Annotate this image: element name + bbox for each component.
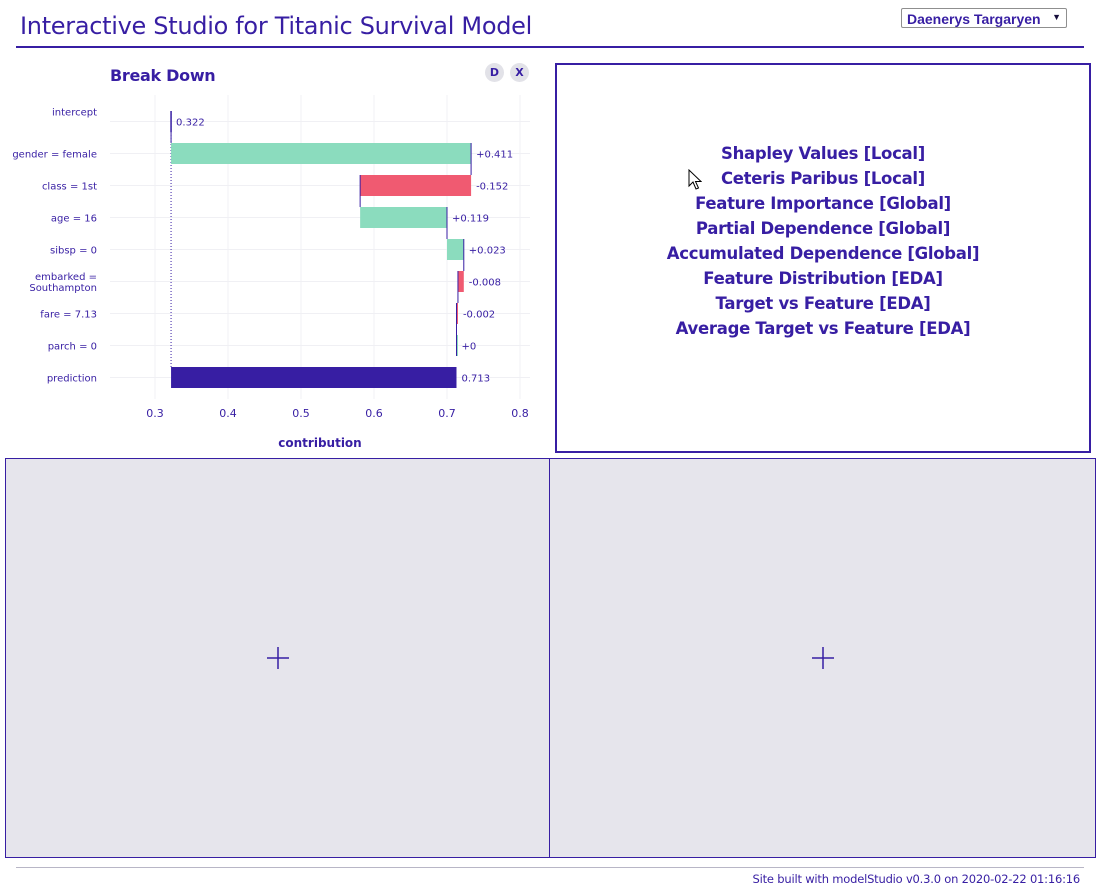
dropdown-arrow-icon: ▼ bbox=[1052, 12, 1061, 22]
data-label: -0.002 bbox=[463, 310, 495, 321]
data-label: 0.713 bbox=[461, 374, 490, 385]
data-label: +0.119 bbox=[452, 214, 489, 225]
plus-icon[interactable] bbox=[811, 647, 834, 669]
y-tick-label: gender = female bbox=[12, 150, 97, 161]
y-tick-label: sibsp = 0 bbox=[50, 246, 97, 257]
page-title: Interactive Studio for Titanic Survival … bbox=[20, 12, 532, 40]
x-tick-label: 0.5 bbox=[292, 407, 310, 420]
observation-select[interactable]: Daenerys Targaryen ▼ bbox=[901, 8, 1067, 28]
x-tick-label: 0.7 bbox=[438, 407, 456, 420]
x-tick-label: 0.3 bbox=[146, 407, 164, 420]
chart-bar bbox=[360, 207, 447, 228]
plot-menu-panel: Shapley Values [Local] Ceteris Paribus [L… bbox=[555, 63, 1091, 453]
x-tick-label: 0.6 bbox=[365, 407, 383, 420]
chart-bar bbox=[456, 303, 458, 324]
footer-text: Site built with modelStudio v0.3.0 on 20… bbox=[752, 872, 1081, 886]
y-tick-label: class = 1st bbox=[42, 182, 97, 193]
menu-item[interactable]: Partial Dependence [Global] bbox=[695, 219, 951, 238]
menu-item[interactable]: Ceteris Paribus [Local] bbox=[720, 169, 926, 188]
data-label: +0.023 bbox=[469, 246, 506, 257]
chart-bar bbox=[171, 367, 457, 388]
data-label: -0.008 bbox=[469, 278, 501, 289]
y-tick-label: prediction bbox=[47, 374, 97, 385]
chart-bar bbox=[360, 175, 472, 196]
y-tick-label: intercept bbox=[52, 108, 97, 119]
y-tick-label: age = 16 bbox=[51, 214, 97, 225]
footer-divider bbox=[16, 867, 1084, 868]
description-button[interactable]: D bbox=[485, 63, 504, 82]
y-tick-label: embarked = Southampton bbox=[29, 272, 97, 294]
break-down-chart: 0.3 0.4 0.5 0.6 0.7 0.8 0.322 intercept +0.411 ge… bbox=[12, 95, 530, 420]
menu-item[interactable]: Average Target vs Feature [EDA] bbox=[675, 319, 971, 338]
data-label: 0.322 bbox=[176, 118, 205, 129]
chart-bar bbox=[447, 239, 464, 260]
empty-panel-right[interactable] bbox=[549, 458, 1096, 858]
menu-item[interactable]: Target vs Feature [EDA] bbox=[715, 294, 931, 313]
data-label: +0 bbox=[461, 342, 476, 353]
empty-panel-left[interactable] bbox=[5, 458, 550, 858]
plot-menu-list: Shapley Values [Local] Ceteris Paribus [L… bbox=[557, 141, 1089, 341]
chart-bar bbox=[457, 271, 464, 292]
close-plot-button[interactable]: X bbox=[510, 63, 529, 82]
break-down-title: Break Down bbox=[110, 66, 216, 85]
menu-item[interactable]: Feature Importance [Global] bbox=[695, 194, 951, 213]
chart-bar bbox=[456, 335, 458, 356]
data-label: -0.152 bbox=[476, 182, 508, 193]
x-tick-label: 0.4 bbox=[219, 407, 237, 420]
menu-item[interactable]: Shapley Values [Local] bbox=[721, 144, 925, 163]
mouse-cursor-icon bbox=[688, 169, 702, 190]
plus-icon[interactable] bbox=[266, 647, 289, 669]
chart-bar bbox=[171, 143, 472, 164]
x-tick-label: 0.8 bbox=[511, 407, 529, 420]
title-divider bbox=[16, 46, 1084, 48]
y-tick-label: fare = 7.13 bbox=[40, 310, 97, 321]
menu-item[interactable]: Accumulated Dependence [Global] bbox=[666, 244, 980, 263]
menu-item[interactable]: Feature Distribution [EDA] bbox=[703, 269, 943, 288]
x-axis-label: contribution bbox=[278, 436, 362, 450]
observation-select-value: Daenerys Targaryen bbox=[907, 11, 1041, 27]
data-label: +0.411 bbox=[476, 150, 513, 161]
y-tick-label: parch = 0 bbox=[48, 342, 97, 353]
